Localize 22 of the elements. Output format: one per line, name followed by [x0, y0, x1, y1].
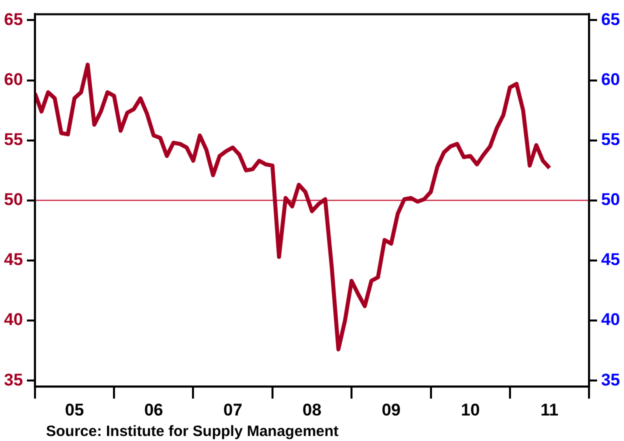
x-tick-label: 07 [223, 400, 242, 420]
y-tick-label: 45 [4, 250, 23, 270]
x-tick-label: 06 [144, 400, 164, 420]
x-tick-label: 05 [65, 400, 84, 420]
source-note: Source: Institute for Supply Management [46, 423, 339, 441]
y2-tick-label: 60 [601, 70, 620, 89]
y2-tick-label: 35 [601, 370, 620, 390]
y-tick-label: 40 [4, 310, 23, 330]
y-tick-label: 55 [4, 130, 23, 150]
x-tick-label: 08 [302, 400, 322, 420]
y-tick-label: 50 [4, 190, 23, 210]
x-tick-label: 11 [540, 400, 558, 420]
x-tick-label: 09 [382, 400, 401, 420]
y2-tick-label: 40 [601, 310, 620, 330]
y-tick-label: 35 [4, 370, 23, 390]
y2-tick-label: 65 [601, 10, 620, 29]
y2-tick-label: 55 [601, 130, 620, 150]
y2-tick-label: 50 [601, 190, 620, 210]
y2-tick-label: 45 [601, 250, 620, 270]
x-tick-label: 10 [460, 400, 480, 420]
y-tick-label: 65 [4, 10, 23, 29]
y-tick-label: 60 [4, 70, 23, 89]
